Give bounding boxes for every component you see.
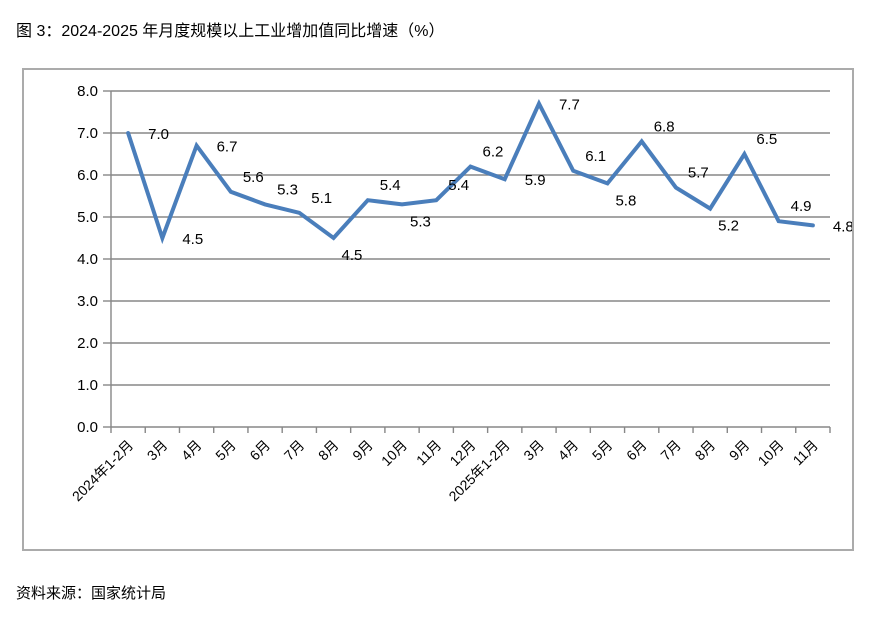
y-tick-label: 5.0: [77, 209, 98, 226]
data-label: 4.9: [791, 198, 812, 215]
source-note: 资料来源：国家统计局: [16, 585, 167, 602]
x-tick-label: 5月: [589, 437, 616, 464]
data-label: 6.2: [483, 144, 504, 161]
x-tick-label: 8月: [692, 437, 719, 464]
data-label: 6.5: [756, 131, 777, 148]
figure-title: 图 3：2024-2025 年月度规模以上工业增加值同比增速（%）: [16, 23, 445, 40]
data-label: 5.4: [448, 177, 469, 194]
data-label: 7.0: [148, 126, 169, 143]
data-label: 5.7: [688, 165, 709, 182]
data-label: 5.2: [718, 218, 739, 235]
data-label: 5.1: [311, 190, 332, 207]
data-label: 6.1: [585, 148, 606, 165]
x-tick-label: 4月: [555, 437, 582, 464]
y-tick-label: 4.0: [77, 251, 98, 268]
data-label: 6.7: [217, 139, 238, 156]
x-tick-label: 6月: [246, 437, 273, 464]
data-label: 4.5: [182, 231, 203, 248]
x-tick-label: 7月: [657, 437, 684, 464]
x-tick-label: 10月: [755, 437, 787, 469]
y-tick-label: 7.0: [77, 125, 98, 142]
data-label: 4.5: [342, 247, 363, 264]
y-tick-label: 0.0: [77, 419, 98, 436]
x-tick-label: 8月: [315, 437, 342, 464]
x-tick-label: 2025年1-2月: [445, 437, 512, 504]
x-tick-label: 2024年1-2月: [69, 437, 136, 504]
x-tick-label: 11月: [790, 437, 821, 468]
x-tick-label: 9月: [726, 437, 753, 464]
data-series-line: [126, 98, 815, 245]
y-tick-label: 8.0: [77, 83, 98, 100]
x-tick-label: 5月: [212, 437, 239, 464]
industrial-growth-line-chart: 0.0 1.0 2.0 3.0 4.0 5.0 6.0 7.0 8.0 2024年1-2月 3月 4月…: [69, 83, 852, 504]
y-tick-label: 1.0: [77, 377, 98, 394]
x-tick-label: 3月: [144, 437, 171, 464]
x-tick-label: 11月: [413, 437, 444, 468]
x-tick-label: 9月: [349, 437, 376, 464]
y-tick-label: 6.0: [77, 167, 98, 184]
data-label: 5.6: [243, 169, 264, 186]
data-label: 7.7: [559, 97, 580, 114]
y-tick-label: 3.0: [77, 293, 98, 310]
data-label: 4.8: [833, 218, 852, 235]
x-tick-label: 3月: [520, 437, 547, 464]
y-tick-label: 2.0: [77, 335, 98, 352]
data-label: 5.3: [410, 213, 431, 230]
x-tick-label: 6月: [623, 437, 650, 464]
x-tick-label: 4月: [178, 437, 205, 464]
data-label: 5.3: [277, 181, 298, 198]
data-label: 5.9: [525, 172, 546, 189]
data-label: 5.4: [380, 177, 401, 194]
x-tick-label: 7月: [281, 437, 308, 464]
chart-frame: 0.0 1.0 2.0 3.0 4.0 5.0 6.0 7.0 8.0 2024年1-2月 3月 4月…: [22, 68, 854, 551]
data-label: 6.8: [654, 118, 675, 135]
data-label: 5.8: [615, 192, 636, 209]
x-tick-label: 10月: [378, 437, 410, 469]
